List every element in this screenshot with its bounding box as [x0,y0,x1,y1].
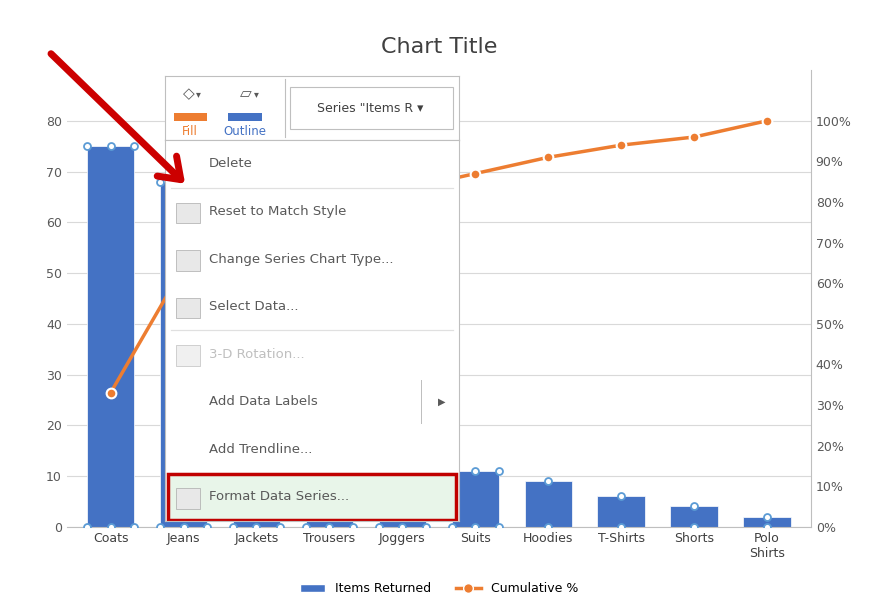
Text: Add Data Labels: Add Data Labels [209,395,318,408]
Bar [598,496,645,527]
Bar [743,516,790,527]
Title: Chart Title: Chart Title [380,37,497,57]
Text: Outline: Outline [224,125,266,138]
Bar [452,471,499,527]
Text: Fill: Fill [182,125,198,138]
Bar [670,507,718,527]
Text: ▾: ▾ [196,89,201,99]
FancyBboxPatch shape [176,203,200,224]
FancyBboxPatch shape [176,345,200,366]
Text: 3-D Rotation...: 3-D Rotation... [209,348,305,361]
FancyBboxPatch shape [176,488,200,509]
Text: Change Series Chart Type...: Change Series Chart Type... [209,253,394,266]
FancyBboxPatch shape [174,113,208,121]
Bar [87,146,135,527]
Text: Format Data Series...: Format Data Series... [209,490,349,504]
Text: Add Trendline...: Add Trendline... [209,443,313,456]
FancyBboxPatch shape [421,380,422,424]
Text: ▱: ▱ [240,86,251,102]
Bar [525,481,572,527]
Text: ▶: ▶ [437,396,445,407]
Text: Delete: Delete [209,157,253,171]
Text: Select Data...: Select Data... [209,300,298,313]
Text: ▾: ▾ [254,89,258,99]
Bar [233,451,280,527]
FancyBboxPatch shape [176,250,200,271]
FancyBboxPatch shape [290,87,453,129]
Bar [379,466,426,527]
Text: Reset to Match Style: Reset to Match Style [209,205,347,218]
FancyBboxPatch shape [168,474,456,519]
FancyBboxPatch shape [176,298,200,319]
FancyBboxPatch shape [228,113,262,121]
Bar [306,451,353,527]
Text: Series "Items R ▾: Series "Items R ▾ [317,102,424,114]
Bar [159,181,208,527]
Text: ◇: ◇ [183,86,194,102]
Legend: Items Returned, Cumulative %: Items Returned, Cumulative % [295,577,583,600]
FancyArrowPatch shape [51,54,181,180]
